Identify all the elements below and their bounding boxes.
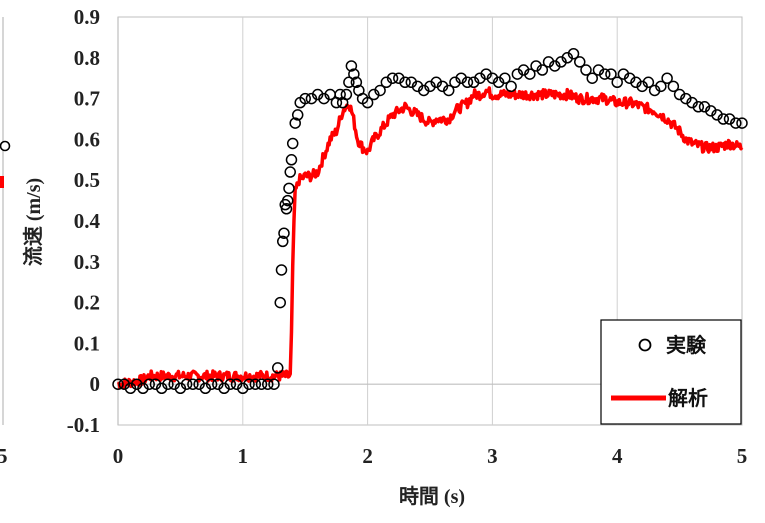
point-experiment [350, 76, 363, 89]
series-analysis [116, 86, 744, 390]
point-experiment [343, 76, 355, 89]
point-experiment [692, 101, 705, 113]
point-experiment [243, 378, 255, 390]
x-tick-label: 0 [113, 444, 124, 468]
point-experiment [345, 60, 358, 72]
y-axis-label: 流速 (m/s) [21, 178, 45, 266]
point-experiment [586, 72, 598, 84]
point-experiment [442, 84, 455, 97]
point-experiment [730, 117, 742, 129]
point-experiment [717, 113, 730, 125]
point-experiment [536, 64, 549, 76]
point-experiment [524, 68, 536, 80]
point-experiment [736, 117, 748, 129]
point-experiment [255, 378, 268, 390]
point-experiment [162, 378, 174, 390]
point-experiment [285, 154, 298, 166]
x-tick-label: 4 [612, 444, 623, 468]
point-experiment [187, 378, 199, 390]
point-experiment [361, 96, 374, 109]
point-experiment [574, 56, 586, 68]
y-tick-labels: -0.1 0 0.1 0.2 0.3 0.4 0.5 0.6 0.7 0.8 0.9 [67, 5, 101, 437]
point-experiment [280, 203, 293, 215]
point-experiment [249, 378, 262, 390]
point-experiment [605, 68, 617, 80]
x-tick-label: 2 [362, 444, 373, 468]
point-experiment [112, 378, 124, 390]
legend-marker-experiment [638, 338, 652, 352]
x-tick-label: 1 [238, 444, 249, 468]
y-tick-label: 0.3 [74, 250, 100, 274]
point-experiment [348, 68, 360, 80]
y-tick-label: -0.1 [67, 413, 100, 437]
point-experiment [284, 166, 296, 178]
point-experiment [655, 80, 667, 93]
point-experiment [661, 72, 673, 84]
y-tick-label: 0 [90, 372, 101, 396]
point-experiment [286, 137, 299, 150]
x-axis-label: 時間 (s) [399, 484, 465, 508]
line-analysis [116, 86, 744, 390]
point-experiment [399, 76, 411, 89]
point-experiment [505, 80, 517, 93]
y-tick-label: 0.7 [74, 87, 100, 111]
x-tick-labels: 0 1 2 3 4 5 [113, 444, 748, 468]
point-experiment [268, 378, 280, 390]
left-panel-line [0, 176, 4, 188]
y-tick-label: 0.2 [74, 291, 100, 315]
point-experiment [224, 378, 237, 390]
y-tick-label: 0.9 [74, 5, 100, 29]
y-tick-label: 0.6 [74, 127, 100, 151]
y-tick-label: 0.5 [74, 168, 100, 192]
point-experiment [274, 296, 286, 309]
point-experiment [271, 362, 284, 374]
point-experiment [667, 80, 680, 93]
legend-box [600, 319, 742, 425]
point-experiment [299, 92, 311, 105]
left-panel-marker [0, 140, 11, 152]
point-experiment [598, 68, 611, 80]
point-experiment [580, 64, 592, 76]
point-experiment [499, 72, 511, 84]
y-tick-label: 0.4 [74, 209, 101, 233]
point-experiment [334, 88, 346, 101]
series-experiment [112, 47, 748, 395]
point-experiment [276, 235, 289, 248]
point-experiment [180, 378, 193, 390]
point-experiment [386, 72, 399, 84]
point-experiment [278, 227, 290, 239]
y-tick-label: 0.8 [74, 46, 100, 70]
x-tick-label: 3 [487, 444, 498, 468]
point-experiment [611, 76, 623, 89]
legend-label-analysis: 解析 [668, 386, 708, 410]
point-experiment [291, 109, 304, 121]
point-experiment [374, 84, 386, 97]
left-panel-fragment: 5 [0, 17, 11, 468]
legend-label-experiment: 実験 [666, 333, 707, 357]
point-experiment [275, 264, 288, 276]
point-experiment [262, 378, 274, 390]
point-experiment [340, 88, 353, 101]
point-experiment [283, 182, 295, 195]
point-experiment [281, 194, 294, 207]
point-experiment [461, 76, 474, 89]
point-experiment [567, 47, 580, 60]
y-tick-label: 0.1 [74, 331, 100, 355]
point-experiment [642, 76, 655, 89]
point-experiment [289, 117, 301, 129]
x-tick-label: 5 [737, 444, 748, 468]
point-experiment [205, 378, 218, 390]
left-panel-tick: 5 [0, 444, 8, 468]
point-experiment [143, 378, 155, 390]
legend: 実験 解析 [600, 319, 742, 425]
